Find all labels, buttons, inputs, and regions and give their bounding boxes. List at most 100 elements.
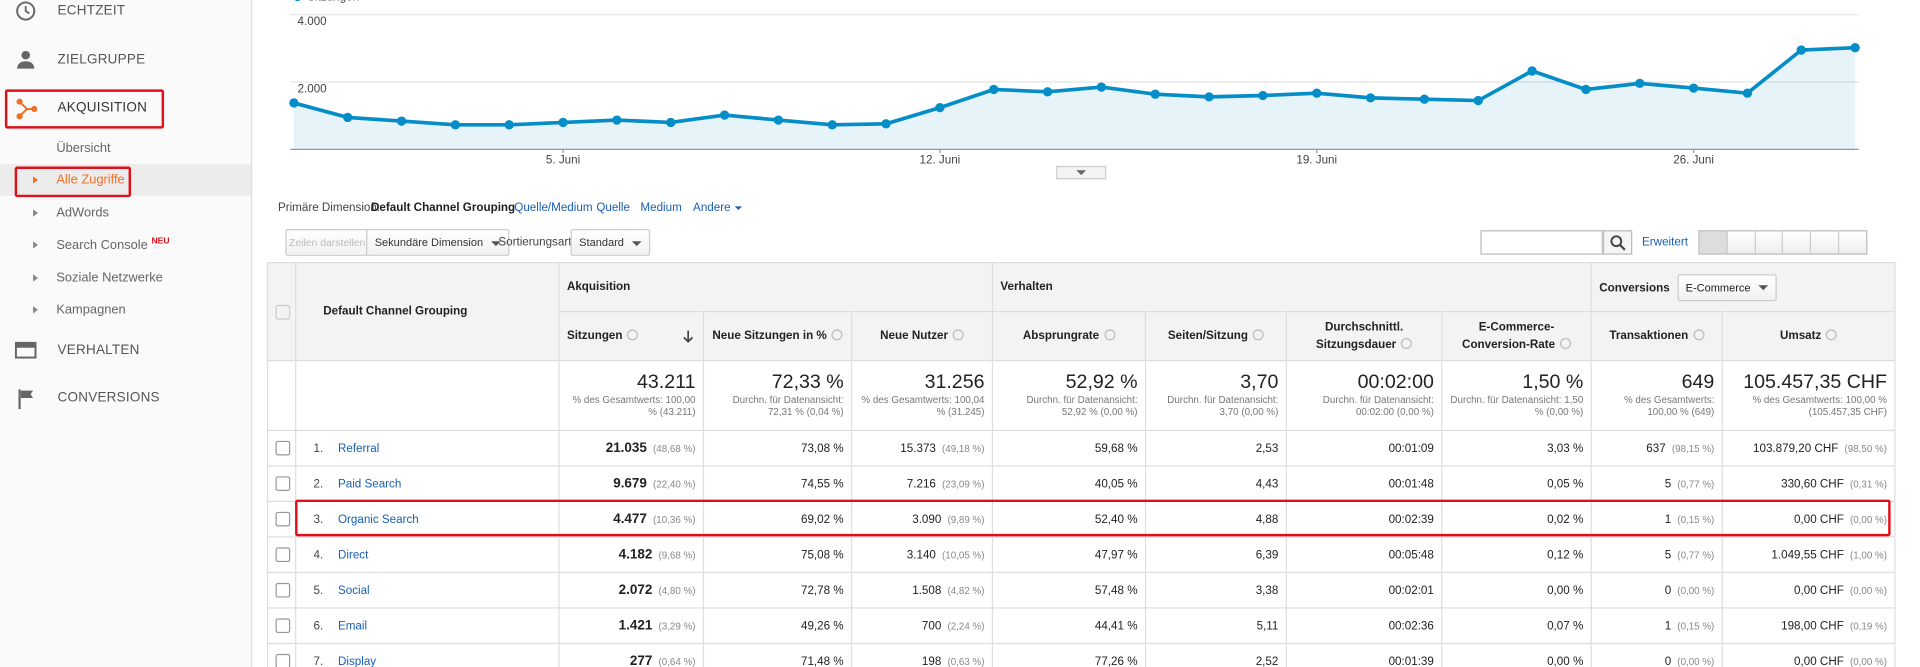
channel-link[interactable]: Display (337, 654, 377, 667)
sort-button[interactable]: Standard (570, 228, 650, 256)
checkbox[interactable] (275, 582, 291, 598)
metric-share: (3,29 %) (658, 620, 696, 632)
highlight-box (4, 89, 165, 129)
metric-value: 69,02 % (800, 512, 844, 526)
checkbox[interactable] (275, 476, 291, 492)
flag-icon (18, 389, 34, 409)
column-label: Seiten/Sitzung (1167, 328, 1249, 343)
metric-cell: 3,38 (1144, 571, 1287, 609)
legend-label: Sitzungen (307, 0, 359, 4)
total-value: 72,33 % (771, 372, 844, 394)
group-header: Conversions E-Commerce (1590, 262, 1896, 313)
channel-link[interactable]: Direct (337, 547, 369, 562)
column-header[interactable]: Transaktionen (1590, 311, 1723, 362)
view-pivot[interactable] (1839, 231, 1866, 253)
dimension-link[interactable]: Medium (640, 201, 682, 215)
channel-link[interactable]: Referral (337, 441, 380, 455)
acquisition-icon (16, 98, 38, 120)
metric-share: (22,40 %) (653, 478, 696, 490)
metric-value: 40,05 % (1094, 476, 1138, 491)
channel-link[interactable]: Email (337, 618, 368, 633)
group-label: Akquisition (566, 280, 631, 294)
metric-share: (98,15 %) (1671, 442, 1715, 454)
point (827, 120, 837, 130)
dimension-header: Default Channel Grouping (295, 262, 560, 362)
total-value: 649 (1681, 372, 1715, 394)
y-tick-label: 2.000 (298, 82, 328, 95)
point (289, 98, 299, 108)
metric-value: 00:01:48 (1388, 476, 1434, 491)
metric-cell: 21.035 (48,68 %) (558, 429, 705, 467)
view-bars[interactable] (1755, 231, 1784, 254)
advanced-link[interactable]: Erweitert (1642, 235, 1688, 250)
checkbox[interactable] (275, 440, 291, 456)
search-button[interactable] (1602, 230, 1633, 255)
dimension-link[interactable]: Andere (693, 201, 742, 215)
conversion-select[interactable]: E-Commerce (1677, 273, 1777, 301)
metric-cell: 00:01:48 (1285, 465, 1443, 503)
column-label: Sitzungen (566, 328, 623, 343)
metric-share: (4,82 %) (947, 584, 985, 596)
checkbox-cell (266, 465, 297, 503)
metric-value: 49,26 % (800, 618, 844, 633)
channel-link[interactable]: Organic Search (337, 512, 419, 526)
point (504, 120, 514, 130)
checkbox[interactable] (275, 304, 291, 319)
metric-value: 00:02:39 (1388, 512, 1434, 526)
view-table[interactable] (1699, 231, 1728, 254)
column-header[interactable]: Neue Nutzer (851, 311, 994, 362)
help-icon (952, 329, 964, 342)
checkbox[interactable] (275, 618, 291, 634)
channel-link[interactable]: Social (337, 583, 370, 597)
column-header[interactable]: E-Commerce-Conversion-Rate (1441, 311, 1592, 362)
view-switcher[interactable] (1698, 230, 1868, 255)
select-label: E-Commerce (1685, 281, 1751, 294)
metric-value: 198 (921, 654, 942, 667)
checkbox[interactable] (275, 653, 291, 667)
nav-subitem[interactable]: Soziale Netzwerke (56, 270, 163, 286)
nav-item[interactable]: ECHTZEIT (57, 3, 126, 19)
help-icon (1560, 338, 1572, 350)
nav-subitem[interactable]: Übersicht (56, 140, 111, 156)
button-label: Standard (579, 236, 624, 249)
metric-value: 5,11 (1256, 618, 1279, 633)
metric-value: 00:05:48 (1388, 547, 1434, 562)
nav-subitem[interactable]: AdWords (56, 205, 109, 221)
metric-share: (0,63 %) (947, 655, 985, 667)
metric-share: (0,00 %) (1677, 655, 1715, 667)
metric-cell: 6,39 (1144, 536, 1287, 574)
checkbox[interactable] (275, 511, 291, 527)
clock-icon (16, 1, 36, 21)
column-header[interactable]: Sitzungen (558, 311, 705, 362)
nav-subitem[interactable]: Search Console NEU (56, 237, 170, 253)
person-icon (17, 50, 35, 69)
checkbox[interactable] (275, 547, 291, 563)
nav-item[interactable]: ZIELGRUPPE (57, 52, 146, 68)
column-label: Neue Nutzer (880, 328, 949, 343)
metric-cell: 0,00 CHF (0,00 %) (1721, 500, 1896, 538)
column-header[interactable]: Umsatz (1721, 311, 1896, 362)
dimension-link[interactable]: Quelle/Medium (514, 201, 593, 215)
column-header[interactable]: Durchschnittl. Sitzungsdauer (1285, 311, 1443, 362)
search-input[interactable] (1480, 230, 1603, 255)
nav-subitem[interactable]: Kampagnen (56, 302, 126, 318)
point (1042, 87, 1053, 97)
secondary-dimension-button[interactable]: Sekundäre Dimension (366, 228, 509, 256)
column-header[interactable]: Absprungrate (991, 311, 1147, 362)
total-note: Durchn. für Datenansicht: 52,92 % (0,00 … (1026, 394, 1138, 418)
nav-item[interactable]: CONVERSIONS (57, 390, 160, 406)
column-header[interactable]: Seiten/Sitzung (1144, 311, 1287, 362)
dimension-active[interactable]: Default Channel Grouping (371, 201, 516, 215)
show-rows-button[interactable]: Zeilen darstellen (285, 228, 370, 256)
column-header[interactable]: Neue Sitzungen in % (702, 311, 853, 362)
point (1312, 88, 1322, 98)
view-compare[interactable] (1783, 231, 1812, 254)
dimension-link[interactable]: Quelle (596, 201, 630, 215)
nav-item[interactable]: VERHALTEN (57, 342, 140, 358)
nav-subitem[interactable]: Alle Zugriffe (56, 172, 125, 188)
empty-cell (266, 360, 297, 432)
nav-item[interactable]: AKQUISITION (57, 100, 148, 116)
channel-link[interactable]: Paid Search (337, 476, 402, 491)
view-pie[interactable] (1728, 231, 1756, 254)
view-terms[interactable] (1811, 231, 1840, 254)
